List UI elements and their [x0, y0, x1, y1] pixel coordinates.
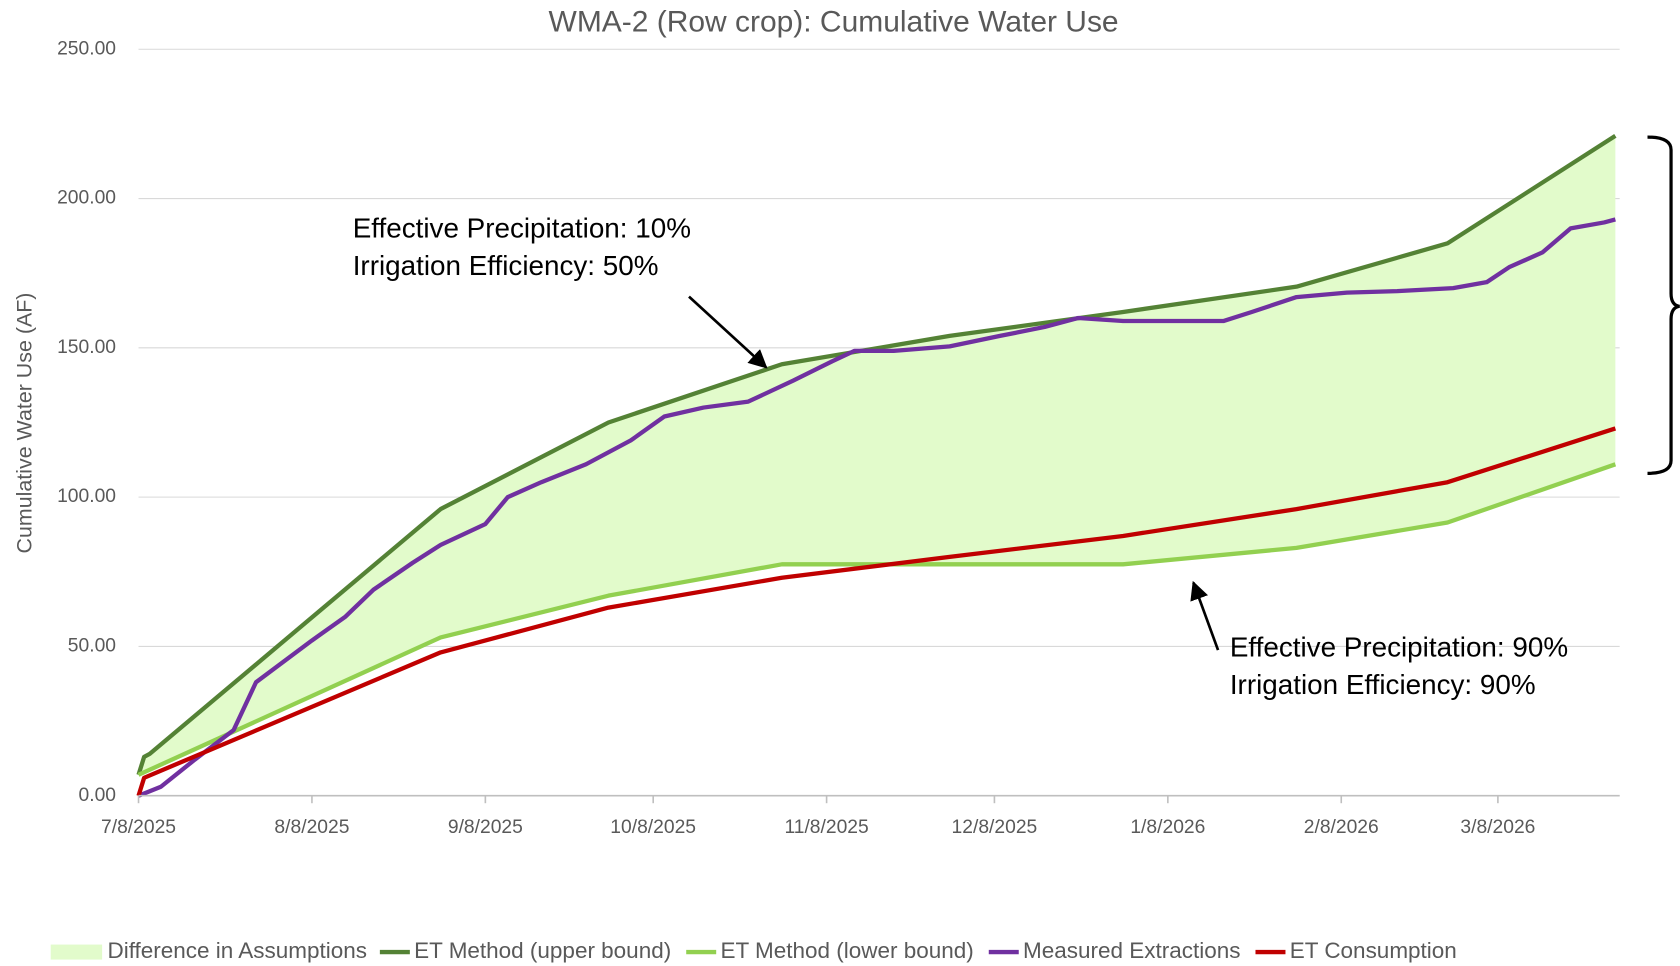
y-tick-label: 250.00	[57, 38, 116, 59]
legend-label: Difference in Assumptions	[107, 938, 367, 963]
legend-label: ET Consumption	[1290, 938, 1457, 963]
annotation-arrow	[1190, 580, 1220, 651]
y-tick-label: 0.00	[79, 785, 117, 806]
annotation: Effective Precipitation: 90%	[1230, 631, 1568, 662]
x-tick-label: 10/8/2025	[610, 817, 696, 838]
series-line	[137, 462, 1617, 777]
x-tick-label: 9/8/2025	[448, 817, 523, 838]
y-axis-label: Cumulative Water Use (AF)	[13, 293, 37, 554]
legend-label: ET Method (upper bound)	[414, 938, 671, 963]
legend-label: ET Method (lower bound)	[720, 938, 973, 963]
plot-area	[136, 134, 1617, 798]
y-tick-label: 200.00	[57, 188, 116, 209]
annotation: Irrigation Efficiency: 50%	[353, 250, 659, 281]
chart-title: WMA-2 (Row crop): Cumulative Water Use	[549, 5, 1119, 38]
legend-label: Measured Extractions	[1023, 938, 1240, 963]
bracket	[1647, 135, 1680, 475]
x-tick-label: 11/8/2025	[784, 817, 868, 838]
x-tick-label: 1/8/2026	[1130, 817, 1205, 838]
legend: Difference in Assumptions ET Method (uppe…	[50, 938, 1457, 963]
x-tick-label: 7/8/2025	[101, 817, 176, 838]
legend-swatch	[50, 944, 103, 960]
series-line	[136, 426, 1617, 797]
axes: 0.00 50.00 100.00 150.00 200.00 250.00 7/8/202…	[57, 38, 1620, 838]
x-tick-label: 12/8/2025	[952, 817, 1038, 838]
annotation: Irrigation Efficiency: 90%	[1230, 669, 1536, 700]
annotation: Effective Precipitation: 10%	[353, 213, 691, 244]
y-tick-label: 50.00	[68, 636, 116, 657]
x-tick-label: 2/8/2026	[1304, 817, 1379, 838]
x-tick-label: 8/8/2025	[274, 817, 349, 838]
y-tick-label: 150.00	[57, 337, 116, 358]
series-line	[137, 217, 1616, 798]
series-line	[136, 134, 1617, 776]
y-tick-label: 100.00	[57, 486, 116, 507]
x-tick-label: 3/8/2026	[1460, 817, 1535, 838]
annotation-arrow	[688, 295, 768, 369]
